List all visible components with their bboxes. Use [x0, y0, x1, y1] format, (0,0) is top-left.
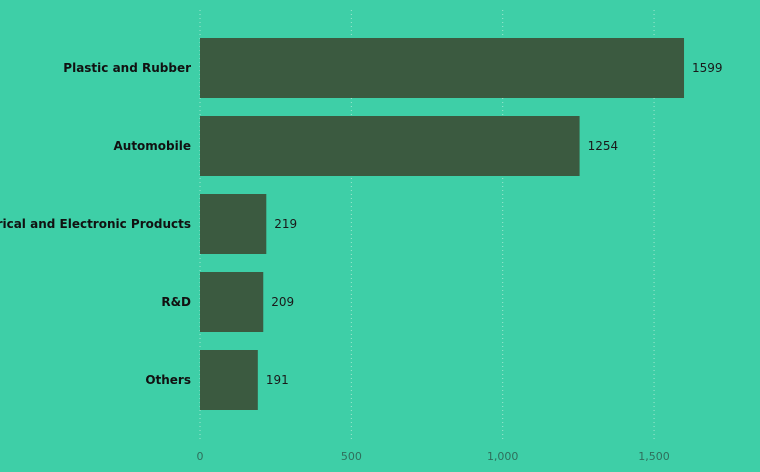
bar[interactable]: [200, 38, 685, 98]
category-label: Automobile: [113, 139, 191, 153]
category-label: Plastic and Rubber: [63, 61, 191, 75]
category-labels: Plastic and Rubber Automobile Electrical a…: [0, 61, 191, 387]
x-tick-label: 1,000: [487, 450, 519, 463]
data-label: 191: [266, 373, 289, 387]
data-label: 1254: [588, 139, 619, 153]
category-label: Electrical and Electronic Products: [0, 217, 191, 231]
x-tick-label: 1,500: [638, 450, 670, 463]
value-labels: 1599 1254 219 209 191: [266, 61, 723, 387]
bars: [200, 38, 685, 410]
category-label: Others: [145, 373, 191, 387]
bar[interactable]: [200, 116, 580, 176]
bar[interactable]: [200, 272, 264, 332]
data-label: 209: [271, 295, 294, 309]
x-tick-label: 500: [341, 450, 362, 463]
data-label: 1599: [692, 61, 723, 75]
data-label: 219: [274, 217, 297, 231]
bar[interactable]: [200, 194, 267, 254]
x-tick-label: 0: [197, 450, 204, 463]
x-axis-ticks: 0 500 1,000 1,500: [197, 450, 670, 463]
category-label: R&D: [161, 295, 191, 309]
bar[interactable]: [200, 350, 258, 410]
